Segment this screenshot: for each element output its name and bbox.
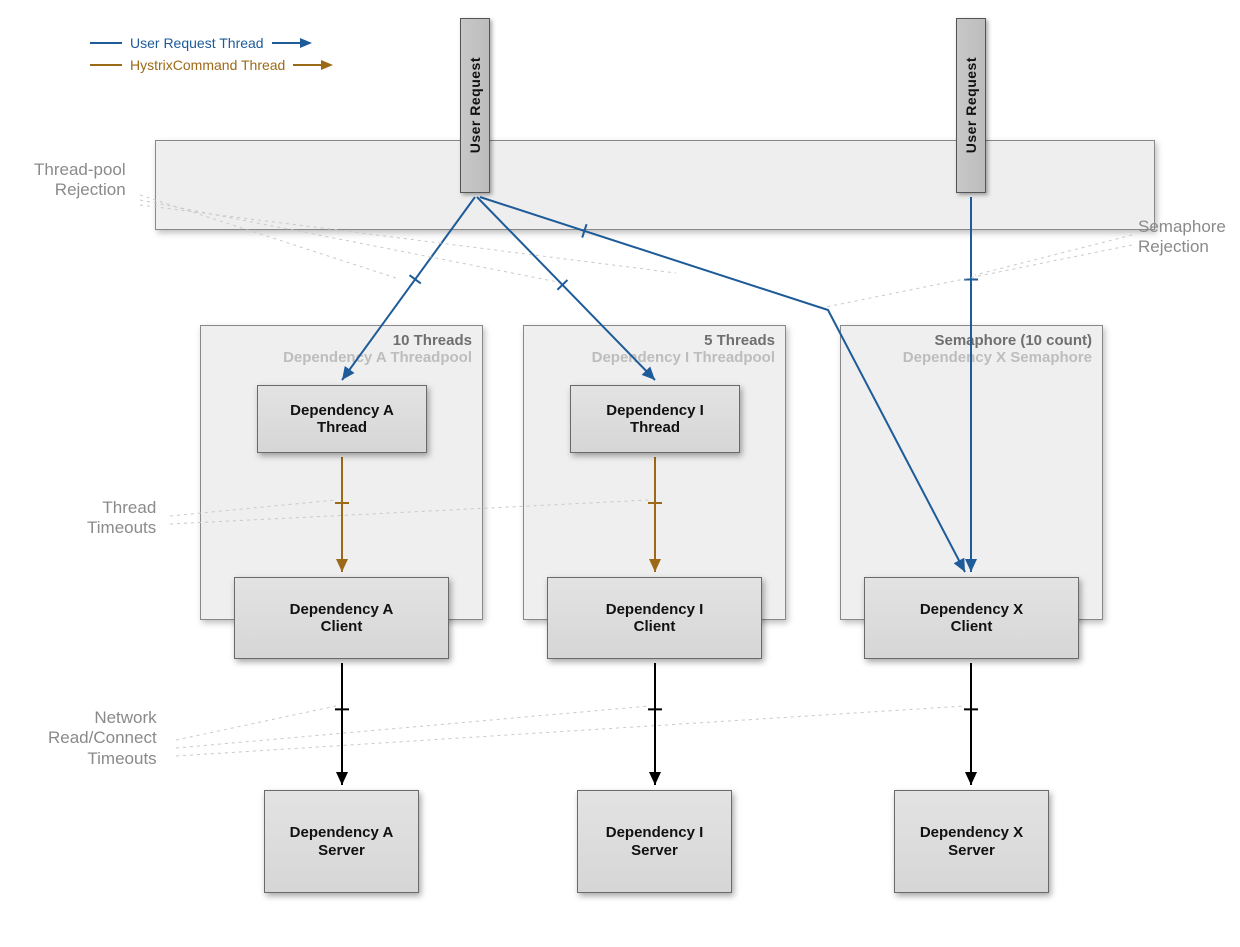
user-request-box: User Request xyxy=(460,18,490,193)
client-box: Dependency AClient xyxy=(234,577,449,659)
legend-label: User Request Thread xyxy=(130,35,264,51)
box-line2: Thread xyxy=(630,419,680,436)
annotation-network-timeouts: NetworkRead/ConnectTimeouts xyxy=(48,708,157,769)
legend-line-swatch xyxy=(90,42,122,44)
legend-row: User Request Thread xyxy=(90,32,333,54)
user-request-label: User Request xyxy=(963,57,979,153)
annotation-line: Rejection xyxy=(1138,237,1226,257)
server-box: Dependency AServer xyxy=(264,790,419,893)
box-line1: Dependency I xyxy=(606,402,704,419)
pool-header-count: 10 Threads xyxy=(201,332,472,349)
pool-header-name: Dependency X Semaphore xyxy=(841,349,1092,366)
threadpool-box: 5 ThreadsDependency I Threadpool xyxy=(523,325,786,620)
annotation-line: Network xyxy=(48,708,157,728)
pool-header-count: 5 Threads xyxy=(524,332,775,349)
box-line2: Client xyxy=(951,618,993,635)
box-line1: Dependency A xyxy=(290,824,394,841)
box-line1: Dependency A xyxy=(290,601,394,618)
annotation-line: Timeouts xyxy=(87,518,156,538)
box-line1: Dependency X xyxy=(920,601,1023,618)
box-line1: Dependency I xyxy=(606,601,704,618)
annotation-line: Read/Connect xyxy=(48,728,157,748)
legend: User Request Thread HystrixCommand Threa… xyxy=(90,32,333,76)
pool-header-name: Dependency I Threadpool xyxy=(524,349,775,366)
annotation-line: Timeouts xyxy=(48,749,157,769)
client-box: Dependency XClient xyxy=(864,577,1079,659)
box-line2: Client xyxy=(634,618,676,635)
legend-line-swatch xyxy=(90,64,122,66)
legend-arrow-icon xyxy=(270,36,312,50)
box-line1: Dependency A xyxy=(290,402,394,419)
box-line2: Thread xyxy=(317,419,367,436)
annotation-line: Semaphore xyxy=(1138,217,1226,237)
annotation-line: Thread xyxy=(87,498,156,518)
box-line2: Server xyxy=(948,842,995,859)
diagram-stage: User Request Thread HystrixCommand Threa… xyxy=(0,0,1240,947)
thread-box: Dependency AThread xyxy=(257,385,427,453)
legend-row: HystrixCommand Thread xyxy=(90,54,333,76)
box-line1: Dependency X xyxy=(920,824,1023,841)
box-line2: Client xyxy=(321,618,363,635)
server-box: Dependency XServer xyxy=(894,790,1049,893)
threadpool-box: 10 ThreadsDependency A Threadpool xyxy=(200,325,483,620)
annotation-semaphore-rejection: SemaphoreRejection xyxy=(1138,217,1226,258)
pool-header-name: Dependency A Threadpool xyxy=(201,349,472,366)
threadpool-box: Semaphore (10 count)Dependency X Semapho… xyxy=(840,325,1103,620)
client-box: Dependency IClient xyxy=(547,577,762,659)
app-bar xyxy=(155,140,1155,230)
box-line2: Server xyxy=(318,842,365,859)
annotation-line: Thread-pool xyxy=(34,160,126,180)
user-request-label: User Request xyxy=(467,57,483,153)
pool-header-count: Semaphore (10 count) xyxy=(841,332,1092,349)
legend-arrow-icon xyxy=(291,58,333,72)
box-line2: Server xyxy=(631,842,678,859)
annotation-thread-timeouts: ThreadTimeouts xyxy=(87,498,156,539)
box-line1: Dependency I xyxy=(606,824,704,841)
annotation-line: Rejection xyxy=(34,180,126,200)
legend-label: HystrixCommand Thread xyxy=(130,57,285,73)
annotation-threadpool-rejection: Thread-poolRejection xyxy=(34,160,126,201)
user-request-box: User Request xyxy=(956,18,986,193)
server-box: Dependency IServer xyxy=(577,790,732,893)
thread-box: Dependency IThread xyxy=(570,385,740,453)
